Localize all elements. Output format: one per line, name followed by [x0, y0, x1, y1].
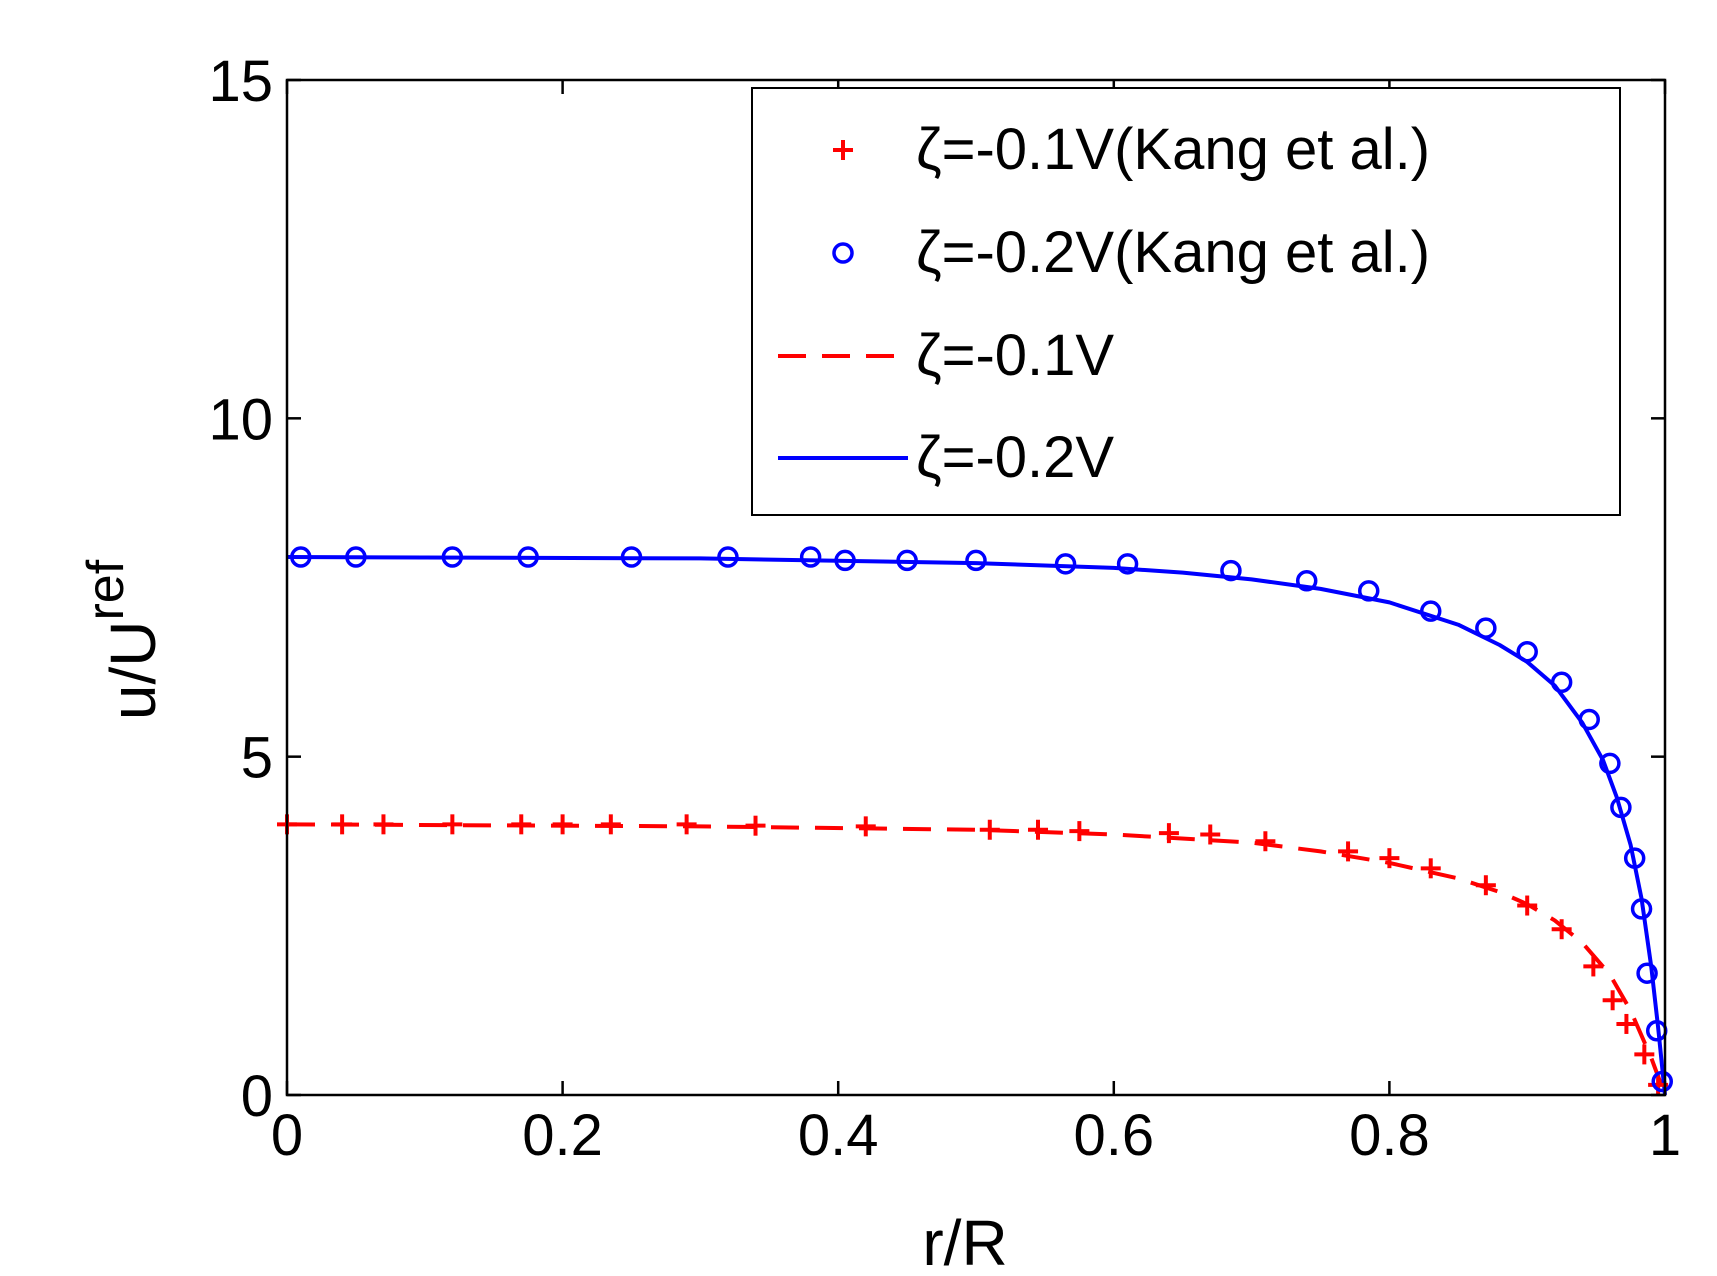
x-tick-label: 1 — [1649, 1103, 1681, 1168]
series-0-marker — [1255, 831, 1276, 852]
legend-swatch-plus-0 — [833, 140, 853, 160]
ticks — [285, 78, 1667, 1097]
series-1-marker — [1220, 559, 1242, 582]
series-0-marker — [1551, 919, 1572, 940]
series-1-marker — [1610, 796, 1632, 819]
series-0-marker — [1028, 819, 1049, 840]
legend-label-kang-01v: ζ=-0.1V(Kang et al.) — [916, 117, 1430, 182]
x-tick-label: 0.2 — [522, 1103, 603, 1168]
series-1-marker — [1295, 569, 1318, 592]
series-1-marker — [1550, 671, 1573, 693]
series-1-marker — [517, 546, 539, 568]
series-1-marker — [1630, 898, 1653, 920]
legend-label-sim-02v: ζ=-0.2V — [916, 425, 1114, 490]
series-1-marker — [1516, 641, 1538, 663]
series-1-marker — [896, 549, 918, 572]
series-0-marker — [1420, 858, 1441, 879]
series-1-marker — [345, 546, 367, 568]
series-1-marker — [1054, 553, 1077, 575]
plot-markers — [277, 546, 1673, 1095]
y-tick-label: 10 — [208, 387, 273, 452]
legend-swatches — [778, 140, 908, 460]
series-1-marker — [441, 546, 464, 568]
series-0-marker — [745, 815, 766, 836]
y-axis-label-main: u/U — [97, 621, 169, 721]
axes-box — [285, 78, 1667, 1097]
series-0-marker — [1634, 1044, 1655, 1065]
series-1-marker — [1651, 1070, 1673, 1093]
y-tick-label: 0 — [241, 1064, 273, 1129]
legend-label-sim-01v: ζ=-0.1V — [916, 323, 1114, 388]
legend-swatch-circle-1 — [832, 242, 854, 264]
x-tick-label: 0 — [271, 1103, 303, 1168]
series-0-marker — [1517, 895, 1538, 916]
series-1-marker — [1599, 752, 1621, 775]
series-1-marker — [1623, 847, 1646, 869]
legend-label-kang-02v: ζ=-0.2V(Kang et al.) — [916, 220, 1430, 285]
series-1-marker — [1636, 962, 1658, 984]
series-1-marker — [1475, 617, 1497, 639]
series-1-marker — [1578, 708, 1600, 731]
series-line-3 — [286, 555, 1667, 1096]
series-0-marker — [1475, 875, 1496, 896]
series-0-marker — [1616, 1013, 1637, 1034]
series-0-marker — [979, 819, 1000, 840]
series-0-marker — [442, 814, 463, 835]
series-0-marker — [373, 814, 394, 835]
y-axis-label: u/Uref — [77, 559, 169, 720]
series-0-marker — [552, 814, 573, 835]
y-tick-label: 15 — [208, 49, 273, 114]
series-1-marker — [620, 546, 643, 568]
svg-text:u/Uref: u/Uref — [77, 559, 169, 720]
series-1-marker — [1357, 580, 1380, 602]
series-1-marker — [290, 546, 312, 568]
series-0-marker — [1069, 821, 1090, 842]
series-0-marker — [511, 814, 532, 835]
series-0-marker — [332, 814, 353, 835]
x-tick-label: 0.8 — [1349, 1103, 1430, 1168]
legend-box — [751, 87, 1621, 516]
series-0-marker — [676, 814, 697, 835]
x-axis-label: r/R — [922, 1207, 1007, 1276]
series-0-marker — [600, 814, 621, 835]
series-0-marker — [1200, 824, 1221, 845]
series-0-marker — [855, 816, 876, 837]
series-0-marker — [1338, 841, 1359, 862]
x-tick-label: 0.6 — [1073, 1103, 1154, 1168]
series-1-marker — [1419, 600, 1442, 622]
axes-frame — [285, 78, 1667, 1097]
series-0-marker — [1379, 848, 1400, 869]
series-0-marker — [1602, 990, 1623, 1011]
legend: ζ=-0.1V(Kang et al.) ζ=-0.2V(Kang et al.… — [751, 87, 1621, 516]
y-axis-label-subscript: ref — [77, 559, 135, 620]
series-1-marker — [1116, 553, 1139, 575]
y-tick-label: 5 — [241, 726, 273, 791]
series-0-marker — [1158, 823, 1179, 844]
series-1-marker — [965, 549, 987, 572]
x-tick-label: 0.4 — [798, 1103, 879, 1168]
series-1-marker — [799, 546, 822, 568]
series-1-marker — [717, 546, 739, 568]
series-0-marker — [1583, 956, 1604, 977]
series-1-marker — [834, 549, 856, 572]
